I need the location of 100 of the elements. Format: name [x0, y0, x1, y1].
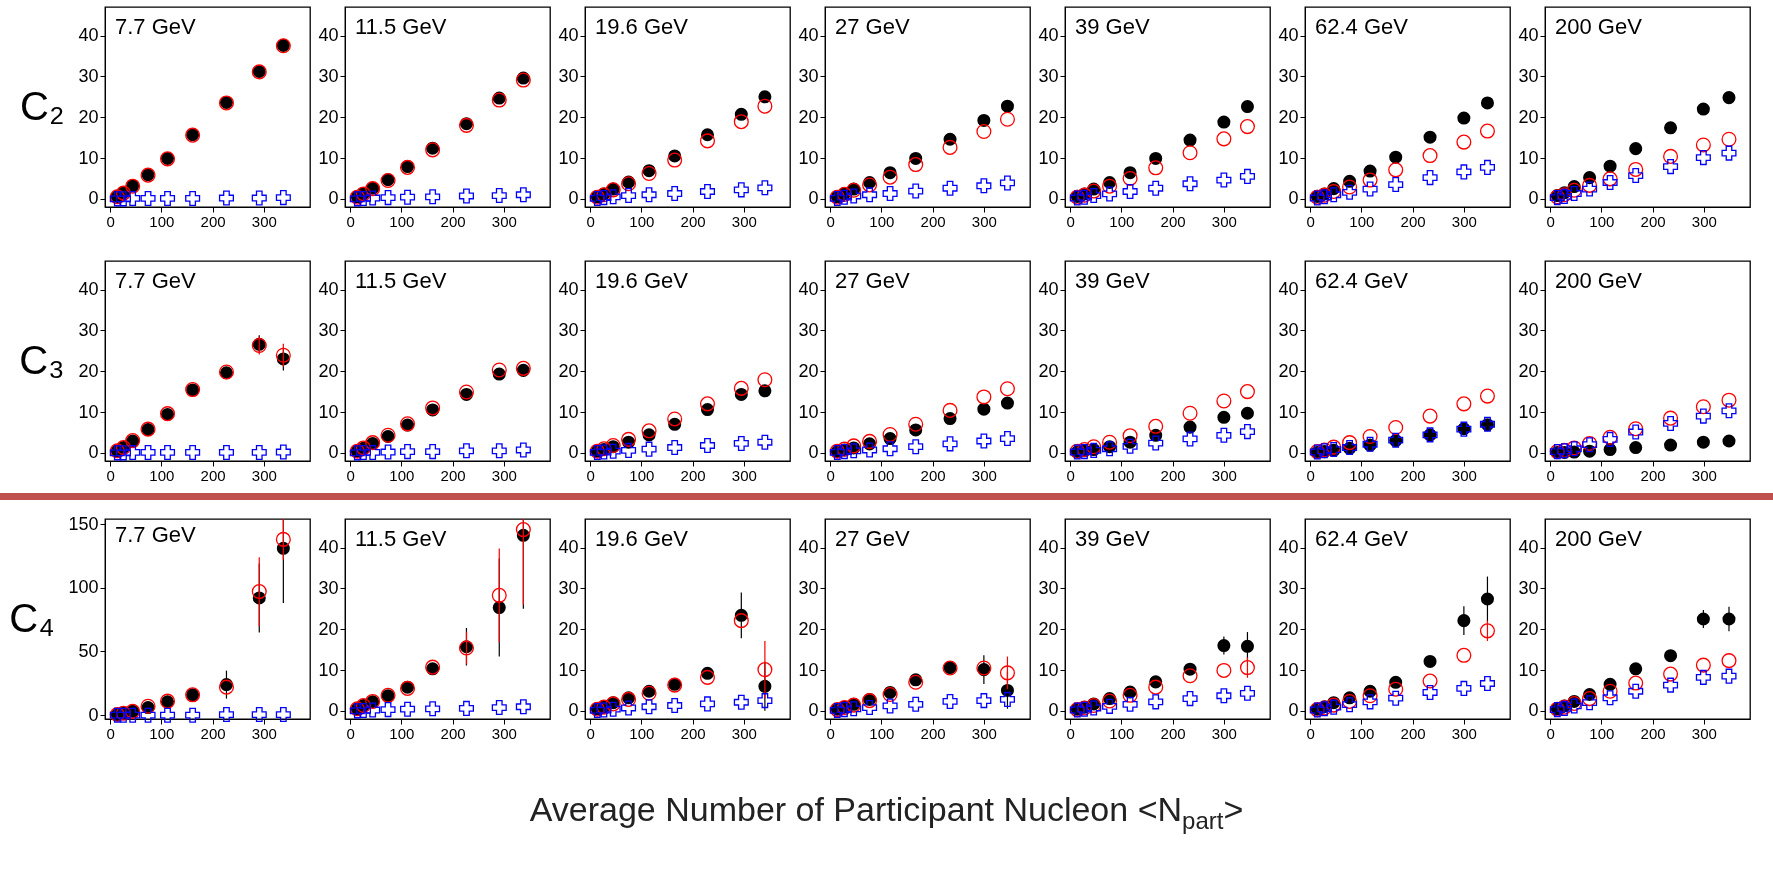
y-tick-label: 30 — [318, 319, 339, 340]
y-tick-label: 10 — [558, 147, 579, 168]
y-tick-label: 10 — [1518, 147, 1539, 168]
y-tick-label: 10 — [798, 659, 819, 680]
x-tick-label: 200 — [1640, 466, 1666, 484]
y-tick-label: 40 — [318, 25, 339, 46]
y-tick-label: 20 — [1278, 618, 1299, 639]
x-tick-label: 0 — [346, 466, 355, 484]
x-tick-label: 200 — [1160, 724, 1186, 742]
y-tick-label: 30 — [798, 65, 819, 86]
y-tick-label: 30 — [558, 65, 579, 86]
y-tick-label: 40 — [78, 25, 99, 46]
y-tick-label: 10 — [1278, 659, 1299, 680]
x-tick-label: 200 — [1400, 724, 1426, 742]
chart-title: 39 GeV — [1075, 14, 1150, 39]
y-tick-label: 20 — [1038, 618, 1059, 639]
y-tick-label: 40 — [1518, 25, 1539, 46]
x-tick-label: 100 — [389, 212, 415, 230]
x-tick-label: 0 — [346, 212, 355, 230]
y-tick-label: 40 — [798, 25, 819, 46]
y-tick-label: 10 — [1038, 659, 1059, 680]
y-tick-label: 0 — [568, 700, 579, 721]
x-tick-label: 100 — [869, 212, 895, 230]
y-tick-label: 10 — [798, 401, 819, 422]
x-tick-label: 200 — [1160, 212, 1186, 230]
y-tick-label: 40 — [318, 537, 339, 558]
x-tick-label: 0 — [826, 724, 835, 742]
x-tick-label: 0 — [1546, 212, 1555, 230]
y-axis-title: C₄ — [9, 595, 55, 640]
y-tick-label: 0 — [1288, 442, 1299, 463]
y-tick-label: 0 — [568, 188, 579, 209]
x-tick-label: 100 — [869, 724, 895, 742]
x-tick-label: 100 — [1349, 212, 1375, 230]
x-tick-label: 100 — [629, 212, 655, 230]
x-tick-label: 300 — [731, 466, 757, 484]
y-tick-label: 0 — [1528, 442, 1539, 463]
x-tick-label: 100 — [389, 724, 415, 742]
y-tick-label: 30 — [798, 319, 819, 340]
x-tick-label: 300 — [251, 724, 277, 742]
x-tick-label: 300 — [1691, 724, 1717, 742]
x-tick-label: 200 — [680, 212, 706, 230]
x-tick-label: 200 — [920, 466, 946, 484]
x-tick-label: 300 — [1211, 724, 1237, 742]
y-tick-label: 0 — [88, 704, 99, 725]
x-tick-label: 200 — [200, 466, 226, 484]
chart-title: 62.4 GeV — [1315, 268, 1409, 293]
chart-title: 11.5 GeV — [355, 268, 447, 293]
chart-title: 200 GeV — [1555, 14, 1643, 39]
x-tick-label: 300 — [731, 724, 757, 742]
y-tick-label: 0 — [808, 188, 819, 209]
x-tick-label: 100 — [1589, 466, 1615, 484]
y-tick-label: 30 — [1278, 319, 1299, 340]
x-tick-label: 200 — [440, 212, 466, 230]
chart-title: 19.6 GeV — [595, 14, 689, 39]
x-tick-label: 300 — [491, 724, 517, 742]
y-tick-label: 10 — [318, 147, 339, 168]
x-tick-label: 200 — [680, 466, 706, 484]
y-tick-label: 0 — [1048, 188, 1059, 209]
y-tick-label: 0 — [1288, 700, 1299, 721]
chart-title: 7.7 GeV — [115, 14, 197, 39]
y-tick-label: 10 — [78, 401, 99, 422]
y-tick-label: 0 — [328, 188, 339, 209]
y-tick-label: 30 — [78, 65, 99, 86]
y-tick-label: 10 — [318, 659, 339, 680]
y-tick-label: 20 — [1278, 106, 1299, 127]
x-tick-label: 200 — [1400, 466, 1426, 484]
x-tick-label: 200 — [200, 212, 226, 230]
x-tick-label: 0 — [1546, 724, 1555, 742]
x-tick-label: 300 — [971, 466, 997, 484]
y-tick-label: 20 — [318, 360, 339, 381]
y-tick-label: 40 — [1038, 279, 1059, 300]
x-tick-label: 100 — [1349, 724, 1375, 742]
x-tick-label: 300 — [251, 212, 277, 230]
y-tick-label: 30 — [1278, 577, 1299, 598]
x-tick-label: 100 — [1349, 466, 1375, 484]
x-tick-label: 300 — [1451, 724, 1477, 742]
x-tick-label: 100 — [1589, 724, 1615, 742]
chart-title: 27 GeV — [835, 526, 910, 551]
x-tick-label: 0 — [826, 466, 835, 484]
y-tick-label: 40 — [318, 279, 339, 300]
y-tick-label: 20 — [1278, 360, 1299, 381]
x-tick-label: 200 — [920, 724, 946, 742]
chart-title: 11.5 GeV — [355, 14, 447, 39]
y-tick-label: 30 — [798, 577, 819, 598]
x-tick-label: 300 — [1451, 466, 1477, 484]
x-tick-label: 100 — [1109, 466, 1135, 484]
y-tick-label: 30 — [78, 319, 99, 340]
y-tick-label: 40 — [1518, 279, 1539, 300]
chart-title: 7.7 GeV — [115, 522, 197, 548]
y-tick-label: 10 — [558, 659, 579, 680]
y-tick-label: 20 — [558, 360, 579, 381]
y-tick-label: 0 — [1528, 700, 1539, 721]
y-tick-label: 0 — [808, 700, 819, 721]
y-tick-label: 0 — [1048, 700, 1059, 721]
y-tick-label: 30 — [558, 319, 579, 340]
x-axis-title: Average Number of Participant Nucleon <N$_{part}$> — [528, 790, 1245, 835]
y-tick-label: 0 — [1288, 188, 1299, 209]
y-tick-label: 40 — [1278, 279, 1299, 300]
x-tick-label: 100 — [149, 724, 175, 742]
chart-title: 27 GeV — [835, 14, 910, 39]
